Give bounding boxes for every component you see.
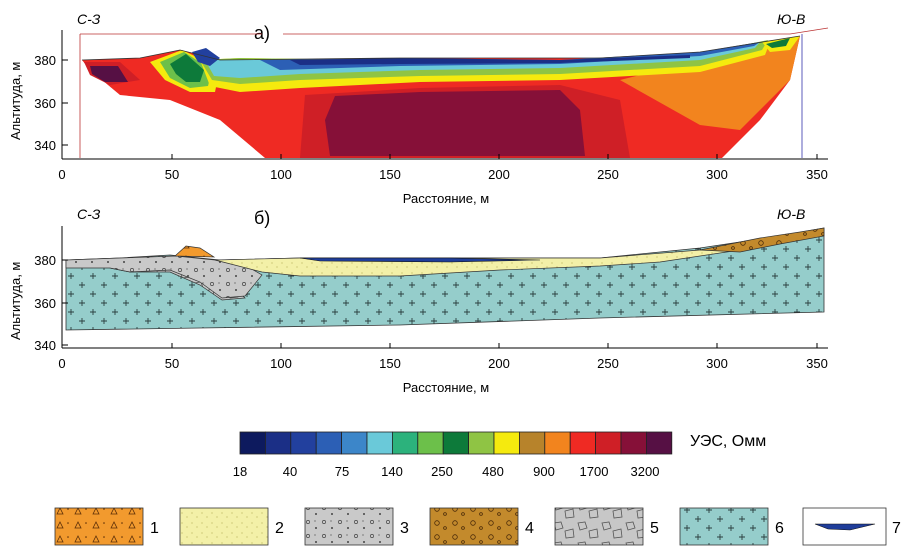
panel-b-xtick: 0 [58,356,65,371]
panel-b-ylabel: Альтитуда, м [8,262,23,340]
panel-a-xtick: 100 [270,167,292,182]
legend-number: 1 [150,520,159,537]
legend-item-1: 1 [54,507,159,546]
pebbles-layer [65,255,263,299]
colorbar-swatch [315,431,343,455]
panel-b: б) С-З Ю-В Альтитуда, м Расстояние, м 38… [8,206,828,395]
panel-a-xtick: 250 [597,167,619,182]
panel-b-yticks: 380 360 340 [34,253,68,353]
blue-lens-icon [814,523,876,531]
legend-item-6: 6 [679,507,784,546]
colorbar-swatch [544,431,571,455]
panel-a-xticks: 0 50 100 150 200 250 300 350 [58,154,828,182]
colorbar-label: 75 [335,464,349,479]
colorbar-swatch [264,431,292,455]
lithology-legend: 1 2 3 4 5 6 7 [54,507,901,546]
panel-a-xtick: 350 [806,167,828,182]
panel-b-xtick: 200 [488,356,510,371]
panel-b-left-dir: С-З [77,206,101,222]
panel-a: а) С-З Ю-В [8,11,829,206]
colorbar-swatch [468,431,495,455]
colorbar-swatch [569,431,597,455]
colorbar-label: 900 [533,464,555,479]
colorbar-label: 480 [482,464,504,479]
panel-b-right-dir: Ю-В [777,206,805,222]
colorbar-label: 140 [381,464,403,479]
panel-a-yticks: 380 360 340 [34,53,68,153]
gravel-brown-layer [699,227,825,253]
colorbar-swatch [366,431,393,455]
colorbar-swatch [595,431,622,455]
panel-b-xtick: 350 [806,356,828,371]
legend-number: 6 [775,520,784,537]
colorbar-swatch [239,431,266,455]
colorbar-swatch [391,431,419,455]
legend-number: 3 [400,520,409,537]
panel-a-xtick: 150 [379,167,401,182]
colorbar-swatch [417,431,444,455]
legend-number: 7 [892,520,901,537]
resistivity-section [82,36,800,158]
colorbar-label: 250 [431,464,453,479]
colorbar-swatch [442,431,470,455]
panel-a-ytick: 380 [34,53,56,68]
panel-a-right-dir: Ю-В [777,11,805,27]
section-a-outline [81,35,801,61]
colorbar-swatch [341,431,368,455]
colorbar-swatch [646,431,673,455]
bedrock-layer [65,227,825,331]
panel-b-ytick: 380 [34,253,56,268]
panel-b-label: б) [254,208,270,228]
panel-a-left-dir: С-З [77,11,101,27]
sand-layer [214,239,761,277]
legend-number: 5 [650,520,659,537]
geologic-section [65,227,825,331]
colorbar-labels: 18 40 75 140 250 480 900 1700 3200 [233,464,660,479]
panel-a-ytick: 360 [34,96,56,111]
legend-item-3: 3 [304,507,409,546]
colorbar-swatch [493,431,520,455]
colorbar-title: УЭС, Омм [690,433,766,450]
panel-b-xtick: 100 [270,356,292,371]
colorbar-swatch [519,431,546,455]
legend-number: 2 [275,520,284,537]
colorbar-label: 3200 [631,464,660,479]
colorbar-swatches [239,431,673,455]
panel-b-xtick: 250 [597,356,619,371]
colorbar: УЭС, Омм 18 40 75 140 250 480 900 1700 3… [233,431,766,479]
legend-item-7: 7 [802,507,901,546]
panel-b-xlabel: Расстояние, м [403,380,489,395]
colorbar-label: 18 [233,464,247,479]
panel-b-ytick: 340 [34,338,56,353]
legend-item-5: 5 [554,507,659,546]
panel-a-ylabel: Альтитуда, м [8,62,23,140]
legend-item-2: 2 [179,507,284,546]
orange-mound [174,245,216,258]
colorbar-swatch [620,431,647,455]
panel-b-xtick: 50 [165,356,179,371]
panel-a-ytick: 340 [34,138,56,153]
panel-a-xtick: 300 [706,167,728,182]
colorbar-label: 40 [283,464,297,479]
section-top-line [80,27,829,35]
colorbar-swatch [290,431,317,455]
panel-b-xtick: 300 [706,356,728,371]
panel-a-xtick: 50 [165,167,179,182]
panel-a-xlabel: Расстояние, м [403,191,489,206]
legend-number: 4 [525,520,534,537]
blue-lens [299,257,541,263]
panel-a-xtick: 200 [488,167,510,182]
panel-b-ytick: 360 [34,296,56,311]
panel-b-xticks: 0 50 100 150 200 250 300 350 [58,343,828,371]
panel-a-xtick: 0 [58,167,65,182]
panel-b-xtick: 150 [379,356,401,371]
colorbar-label: 1700 [580,464,609,479]
legend-item-4: 4 [429,507,534,546]
panel-a-label: а) [254,23,270,43]
